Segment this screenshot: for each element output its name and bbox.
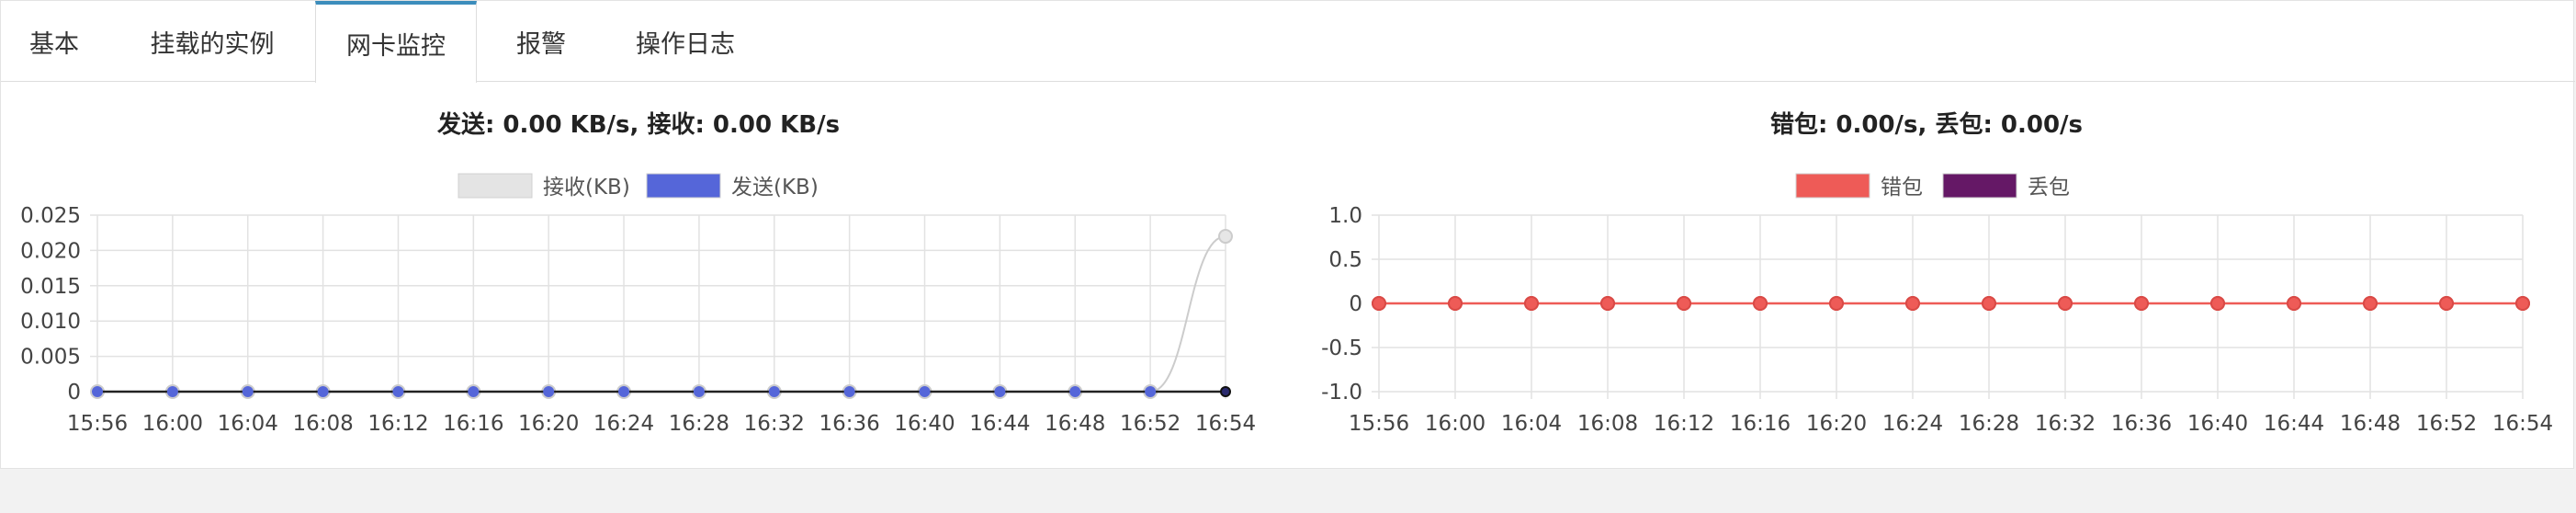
- data-point: [92, 386, 103, 397]
- tab-nic-monitor[interactable]: 网卡监控: [315, 1, 477, 83]
- y-tick-label: -1.0: [1321, 381, 1362, 405]
- data-point: [919, 386, 931, 397]
- tab-operation-log[interactable]: 操作日志: [636, 29, 735, 59]
- x-tick-label: 16:08: [1577, 412, 1638, 436]
- data-point: [1220, 386, 1231, 397]
- y-tick-label: 0.015: [20, 275, 81, 299]
- main-panel: 基本 挂载的实例 网卡监控 报警 操作日志 发送: 0.00 KB/s, 接收:…: [0, 0, 2575, 469]
- x-tick-label: 16:48: [2340, 412, 2401, 436]
- x-tick-label: 16:32: [744, 412, 805, 436]
- x-tick-label: 16:44: [969, 412, 1030, 436]
- data-point: [1145, 386, 1157, 397]
- x-tick-label: 16:48: [1045, 412, 1105, 436]
- tab-mounted-instances[interactable]: 挂载的实例: [150, 29, 275, 59]
- x-tick-label: 16:24: [593, 412, 654, 436]
- data-point: [1829, 296, 1844, 311]
- data-point: [1069, 386, 1081, 397]
- data-point: [468, 386, 480, 397]
- data-point: [392, 386, 404, 397]
- x-tick-label: 16:20: [518, 412, 579, 436]
- x-tick-label: 16:16: [1730, 412, 1791, 436]
- x-tick-label: 16:32: [2035, 412, 2096, 436]
- y-tick-label: 0.025: [20, 204, 81, 228]
- x-tick-label: 16:40: [894, 412, 955, 436]
- legend-swatch: [1942, 173, 2017, 199]
- x-tick-label: 16:16: [443, 412, 503, 436]
- packet-chart-title: 错包: 0.00/s, 丢包: 0.00/s: [1769, 111, 2084, 139]
- data-point: [2363, 296, 2378, 311]
- traffic-chart-title: 发送: 0.00 KB/s, 接收: 0.00 KB/s: [436, 111, 841, 139]
- legend-swatch: [1795, 173, 1870, 199]
- data-point: [2287, 296, 2301, 311]
- y-tick-label: 0: [1349, 292, 1362, 316]
- x-tick-label: 16:20: [1806, 412, 1867, 436]
- x-tick-label: 15:56: [67, 412, 128, 436]
- data-point: [768, 386, 780, 397]
- legend-label: 发送(KB): [731, 176, 819, 200]
- x-tick-label: 16:12: [1654, 412, 1714, 436]
- data-point: [543, 386, 555, 397]
- x-tick-label: 16:40: [2187, 412, 2248, 436]
- data-point: [843, 386, 855, 397]
- tab-bar: 基本 挂载的实例 网卡监控 报警 操作日志: [1, 1, 2575, 83]
- x-tick-label: 16:12: [367, 412, 428, 436]
- data-point: [1448, 296, 1463, 311]
- y-tick-label: 0.005: [20, 346, 81, 370]
- data-point: [317, 386, 329, 397]
- y-tick-label: 0.020: [20, 239, 81, 263]
- traffic-chart: 接收(KB) 发送(KB) 0.025 0.020 0.015 0.010 0.005 0 15…: [20, 173, 1256, 436]
- data-point: [2439, 296, 2454, 311]
- x-tick-label: 15:56: [1349, 412, 1409, 436]
- y-tick-label: 1.0: [1328, 204, 1362, 228]
- data-point: [994, 386, 1006, 397]
- y-tick-label: 0.010: [20, 310, 81, 334]
- legend-swatch: [646, 173, 721, 199]
- x-tick-label: 16:52: [1120, 412, 1181, 436]
- x-tick-label: 16:00: [142, 412, 203, 436]
- y-tick-label: 0: [67, 381, 81, 405]
- data-point: [618, 386, 630, 397]
- x-tick-label: 16:28: [669, 412, 729, 436]
- footer-strip: [0, 469, 2576, 513]
- x-tick-label: 16:24: [1882, 412, 1943, 436]
- legend-label: 接收(KB): [543, 176, 630, 200]
- data-point: [166, 386, 178, 397]
- data-point: [2134, 296, 2149, 311]
- data-point: [1753, 296, 1768, 311]
- packet-chart: 错包 丢包 1.0 0.5 0 -0.5 -1.0 15:56 16:00 16:04 16:08 1…: [1321, 173, 2553, 436]
- x-tick-label: 16:28: [1959, 412, 2019, 436]
- x-tick-label: 16:04: [218, 412, 278, 436]
- x-tick-label: 16:04: [1501, 412, 1562, 436]
- data-point: [2515, 296, 2530, 311]
- data-point: [1600, 296, 1615, 311]
- y-tick-label: 0.5: [1328, 248, 1362, 272]
- data-point: [1524, 296, 1539, 311]
- x-tick-label: 16:08: [292, 412, 353, 436]
- legend-label: 丢包: [2028, 176, 2070, 200]
- legend-swatch: [458, 173, 533, 199]
- data-point: [1982, 296, 1996, 311]
- series-line: [96, 235, 1226, 393]
- x-tick-label: 16:36: [819, 412, 880, 436]
- x-tick-label: 16:36: [2111, 412, 2172, 436]
- data-point: [1218, 229, 1233, 245]
- data-point: [693, 386, 705, 397]
- x-tick-label: 16:54: [2492, 412, 2553, 436]
- x-tick-label: 16:00: [1425, 412, 1486, 436]
- data-point: [2210, 296, 2225, 311]
- legend-label: 错包: [1881, 176, 1923, 200]
- x-tick-label: 16:54: [1195, 412, 1256, 436]
- data-point: [1372, 296, 1386, 311]
- tab-basic[interactable]: 基本: [29, 29, 79, 59]
- x-tick-label: 16:44: [2264, 412, 2324, 436]
- data-point: [1905, 296, 1920, 311]
- data-point: [2058, 296, 2073, 311]
- data-point: [1677, 296, 1691, 311]
- data-point: [242, 386, 254, 397]
- x-tick-label: 16:52: [2416, 412, 2477, 436]
- tab-alerts[interactable]: 报警: [516, 29, 566, 59]
- y-tick-label: -0.5: [1321, 336, 1362, 360]
